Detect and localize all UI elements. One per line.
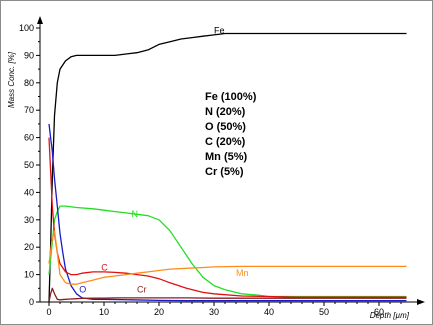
- x-tick-label: 60: [374, 307, 384, 317]
- x-tick-label: 50: [319, 307, 329, 317]
- legend-entry: O (50%): [205, 121, 246, 133]
- x-axis-arrow-icon: [417, 299, 425, 305]
- y-tick-label: 100: [19, 23, 34, 33]
- x-tick-label: 0: [46, 307, 51, 317]
- y-tick-label: 80: [24, 78, 34, 88]
- series-label-fe: Fe: [214, 25, 225, 35]
- x-ticks: 0 10 20 30 40 50 60: [46, 302, 402, 317]
- y-axis-title: Mass Conc. [%]: [7, 51, 16, 108]
- y-axis-arrow-icon: [37, 16, 43, 24]
- y-tick-label: 60: [24, 133, 34, 143]
- series-line-fe: [48, 32, 407, 303]
- legend-entry: Fe (100%): [205, 91, 257, 103]
- legend-entry: Cr (5%): [205, 166, 244, 178]
- x-tick-label: 30: [209, 307, 219, 317]
- legend-entry: Mn (5%): [205, 151, 248, 163]
- y-ticks: 0 10 20 30 40 50 60 70 80 90 100: [19, 23, 40, 307]
- series-label-cr: Cr: [137, 284, 147, 294]
- x-tick-label: 10: [99, 307, 109, 317]
- y-tick-label: 30: [24, 215, 34, 225]
- y-tick-label: 0: [29, 297, 34, 307]
- legend-entry: N (20%): [205, 106, 246, 118]
- series-group: [48, 32, 407, 303]
- y-tick-label: 90: [24, 50, 34, 60]
- series-label-mn: Mn: [236, 268, 249, 278]
- y-tick-label: 40: [24, 187, 34, 197]
- y-tick-label: 70: [24, 105, 34, 115]
- y-tick-label: 10: [24, 270, 34, 280]
- y-tick-label: 20: [24, 242, 34, 252]
- legend-entry: C (20%): [205, 136, 246, 148]
- series-line-cr: [48, 287, 407, 303]
- x-tick-label: 40: [264, 307, 274, 317]
- series-label-n: N: [132, 209, 139, 219]
- series-label-c: C: [101, 262, 108, 272]
- series-line-mn: [48, 230, 407, 285]
- x-tick-label: 20: [154, 307, 164, 317]
- series-labels: Fe N O C Mn Cr: [79, 25, 248, 294]
- y-tick-label: 50: [24, 160, 34, 170]
- legend-block: Fe (100%) N (20%) O (50%) C (20%) Mn (5%) Cr …: [205, 91, 257, 178]
- series-label-o: O: [79, 284, 86, 294]
- x-axis-title: Depth [µm]: [370, 311, 410, 320]
- series-line-n: [48, 205, 407, 298]
